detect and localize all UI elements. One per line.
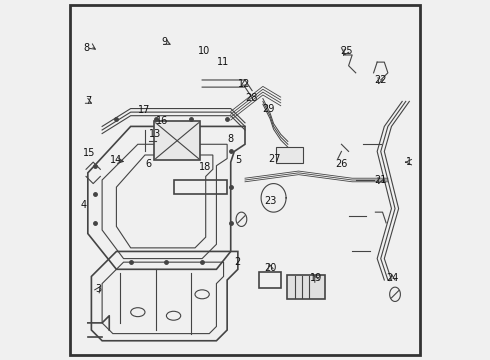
Text: 13: 13 <box>149 129 161 139</box>
Text: 4: 4 <box>80 200 87 210</box>
Text: 10: 10 <box>198 46 210 56</box>
Text: 5: 5 <box>235 156 242 165</box>
Text: 11: 11 <box>218 57 230 67</box>
Text: 19: 19 <box>310 273 322 283</box>
Text: 3: 3 <box>96 284 101 294</box>
Text: 26: 26 <box>335 159 347 169</box>
Text: 14: 14 <box>110 156 122 165</box>
Text: 21: 21 <box>374 175 386 185</box>
Text: 1: 1 <box>406 157 412 167</box>
Text: 27: 27 <box>268 154 281 163</box>
Text: 2: 2 <box>234 257 240 267</box>
Text: 17: 17 <box>138 105 150 115</box>
Text: 9: 9 <box>162 37 168 48</box>
Text: 8: 8 <box>83 43 89 53</box>
FancyBboxPatch shape <box>154 121 200 160</box>
Text: 23: 23 <box>264 197 276 206</box>
Text: 6: 6 <box>146 159 151 169</box>
Text: 18: 18 <box>199 162 211 172</box>
Text: 28: 28 <box>245 93 258 103</box>
Text: 12: 12 <box>238 78 250 89</box>
Text: 15: 15 <box>83 148 96 158</box>
Text: 24: 24 <box>386 273 398 283</box>
FancyBboxPatch shape <box>276 147 303 163</box>
Text: 20: 20 <box>264 262 276 273</box>
Text: 22: 22 <box>374 75 386 85</box>
Text: 29: 29 <box>262 104 274 113</box>
Text: 7: 7 <box>85 96 91 107</box>
Text: 25: 25 <box>340 46 352 57</box>
FancyBboxPatch shape <box>287 275 325 299</box>
Text: 16: 16 <box>156 116 168 126</box>
Text: 8: 8 <box>228 134 234 144</box>
